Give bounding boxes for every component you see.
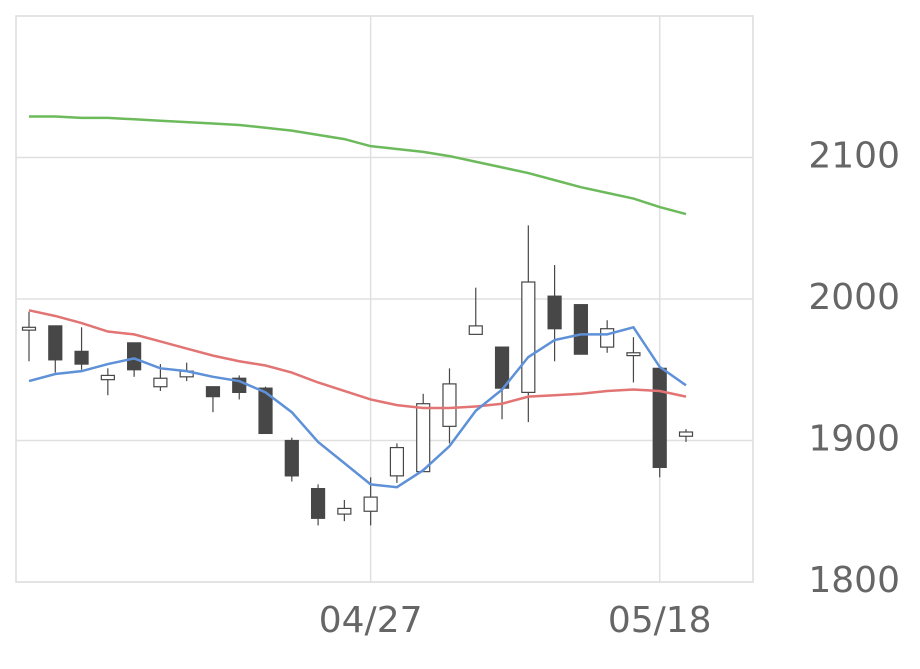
y-tick-label: 2000 <box>808 277 900 318</box>
candle-body <box>205 386 221 398</box>
candle-body <box>652 367 667 468</box>
candle-body <box>310 488 326 519</box>
candle-body <box>600 328 615 348</box>
y-tick-label: 1900 <box>808 419 900 460</box>
candle-body <box>127 342 142 371</box>
candle-body <box>626 352 641 357</box>
candle-body <box>48 325 63 361</box>
candle-body <box>573 304 588 355</box>
moving-average-line <box>28 325 687 489</box>
candle-body <box>547 295 562 330</box>
candle-body <box>74 350 89 365</box>
moving-average-line <box>29 115 687 216</box>
y-tick-label: 2100 <box>808 136 900 177</box>
candle-body <box>284 439 299 477</box>
candle-body <box>258 387 273 435</box>
candle-body <box>468 325 483 335</box>
x-tick-label: 05/18 <box>608 600 712 641</box>
moving-average-line <box>28 309 687 410</box>
x-tick-label: 04/27 <box>319 600 423 641</box>
candle-body <box>416 403 431 473</box>
candle-body <box>100 374 115 381</box>
candle-body <box>337 507 352 515</box>
candle-body <box>442 383 457 427</box>
candle-body <box>363 496 378 512</box>
candle-body <box>153 377 168 388</box>
candle-body <box>389 446 405 477</box>
y-tick-label: 1800 <box>808 560 900 601</box>
candle-body <box>521 281 536 393</box>
candle-body <box>678 431 694 437</box>
candle-body <box>21 326 37 331</box>
